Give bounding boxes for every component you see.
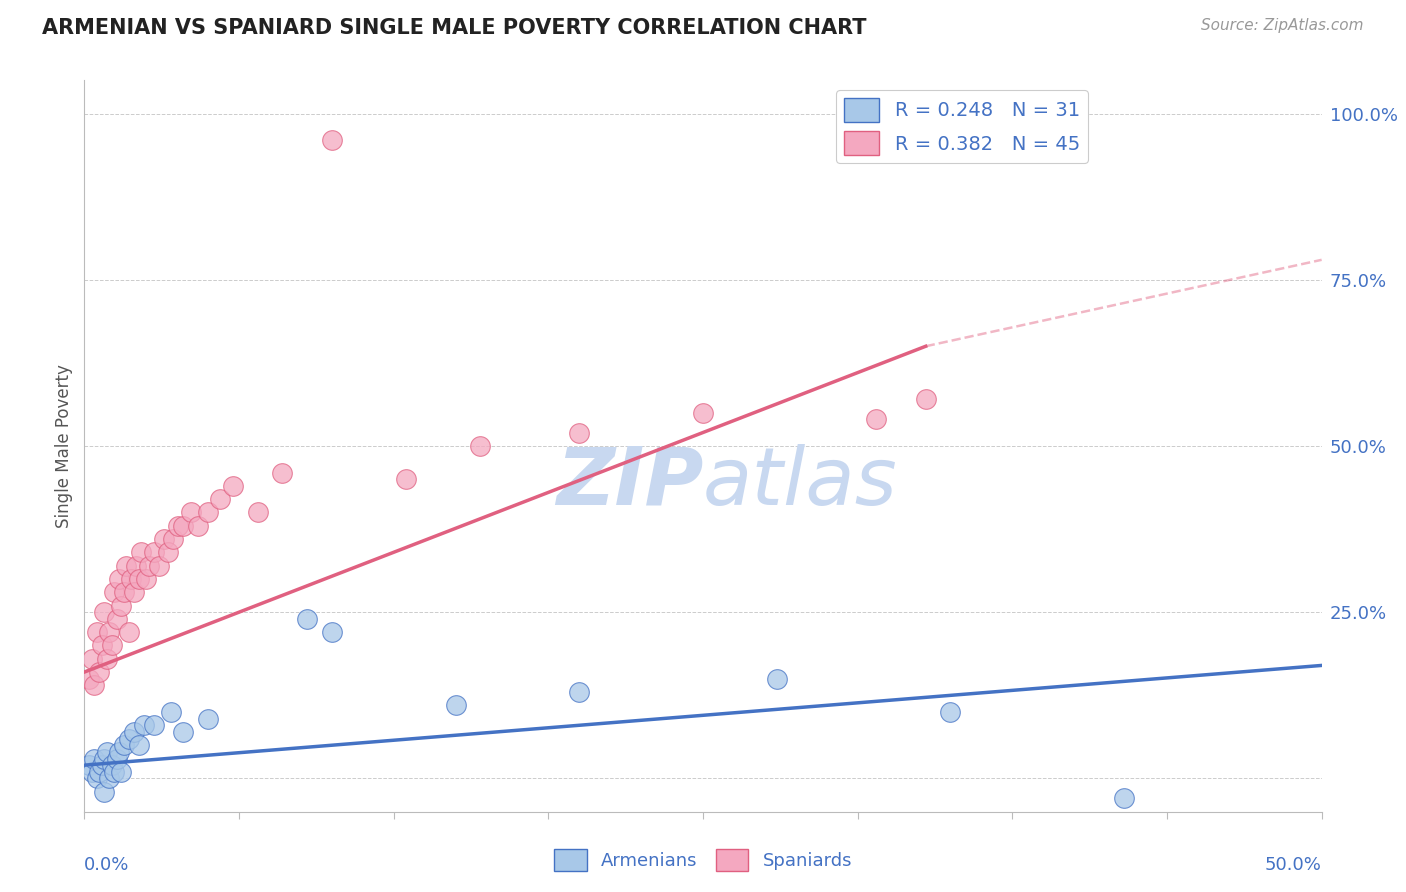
Point — [395, 472, 418, 486]
Point — [172, 518, 194, 533]
Point — [138, 558, 160, 573]
Point — [157, 545, 180, 559]
Point — [180, 506, 202, 520]
Point — [142, 545, 165, 559]
Point — [112, 738, 135, 752]
Point — [197, 506, 219, 520]
Point — [103, 585, 125, 599]
Point — [128, 738, 150, 752]
Text: ARMENIAN VS SPANIARD SINGLE MALE POVERTY CORRELATION CHART: ARMENIAN VS SPANIARD SINGLE MALE POVERTY… — [42, 18, 866, 37]
Point — [86, 625, 108, 640]
Point — [172, 725, 194, 739]
Point — [209, 492, 232, 507]
Point — [162, 532, 184, 546]
Point — [80, 764, 103, 779]
Point — [122, 725, 145, 739]
Point — [865, 412, 887, 426]
Point — [222, 479, 245, 493]
Text: ZIP: ZIP — [555, 443, 703, 522]
Legend: R = 0.248   N = 31, R = 0.382   N = 45: R = 0.248 N = 31, R = 0.382 N = 45 — [837, 90, 1088, 162]
Y-axis label: Single Male Poverty: Single Male Poverty — [55, 364, 73, 528]
Point — [93, 751, 115, 765]
Point — [152, 532, 174, 546]
Point — [135, 572, 157, 586]
Point — [197, 712, 219, 726]
Point — [160, 705, 183, 719]
Point — [103, 764, 125, 779]
Point — [110, 764, 132, 779]
Point — [568, 425, 591, 440]
Point — [98, 772, 121, 786]
Point — [98, 625, 121, 640]
Point — [444, 698, 467, 713]
Point — [132, 718, 155, 732]
Point — [128, 572, 150, 586]
Point — [112, 585, 135, 599]
Point — [83, 678, 105, 692]
Point — [118, 625, 141, 640]
Point — [108, 572, 131, 586]
Point — [110, 599, 132, 613]
Point — [167, 518, 190, 533]
Point — [120, 572, 142, 586]
Point — [86, 772, 108, 786]
Point — [89, 665, 111, 679]
Point — [271, 466, 294, 480]
Point — [90, 639, 112, 653]
Point — [692, 406, 714, 420]
Point — [80, 652, 103, 666]
Point — [108, 745, 131, 759]
Point — [1112, 791, 1135, 805]
Point — [568, 685, 591, 699]
Point — [79, 672, 101, 686]
Point — [321, 133, 343, 147]
Point — [100, 758, 122, 772]
Point — [115, 558, 138, 573]
Point — [105, 612, 128, 626]
Point — [122, 585, 145, 599]
Point — [470, 439, 492, 453]
Point — [93, 605, 115, 619]
Point — [83, 751, 105, 765]
Point — [118, 731, 141, 746]
Point — [914, 392, 936, 407]
Point — [90, 758, 112, 772]
Text: 0.0%: 0.0% — [84, 855, 129, 873]
Point — [89, 764, 111, 779]
Point — [295, 612, 318, 626]
Point — [766, 672, 789, 686]
Text: atlas: atlas — [703, 443, 898, 522]
Legend: Armenians, Spaniards: Armenians, Spaniards — [547, 842, 859, 879]
Text: 50.0%: 50.0% — [1265, 855, 1322, 873]
Point — [100, 639, 122, 653]
Point — [939, 705, 962, 719]
Point — [246, 506, 269, 520]
Point — [96, 652, 118, 666]
Text: Source: ZipAtlas.com: Source: ZipAtlas.com — [1201, 18, 1364, 33]
Point — [129, 545, 152, 559]
Point — [105, 751, 128, 765]
Point — [79, 758, 101, 772]
Point — [321, 625, 343, 640]
Point — [125, 558, 148, 573]
Point — [187, 518, 209, 533]
Point — [93, 785, 115, 799]
Point — [96, 745, 118, 759]
Point — [148, 558, 170, 573]
Point — [142, 718, 165, 732]
